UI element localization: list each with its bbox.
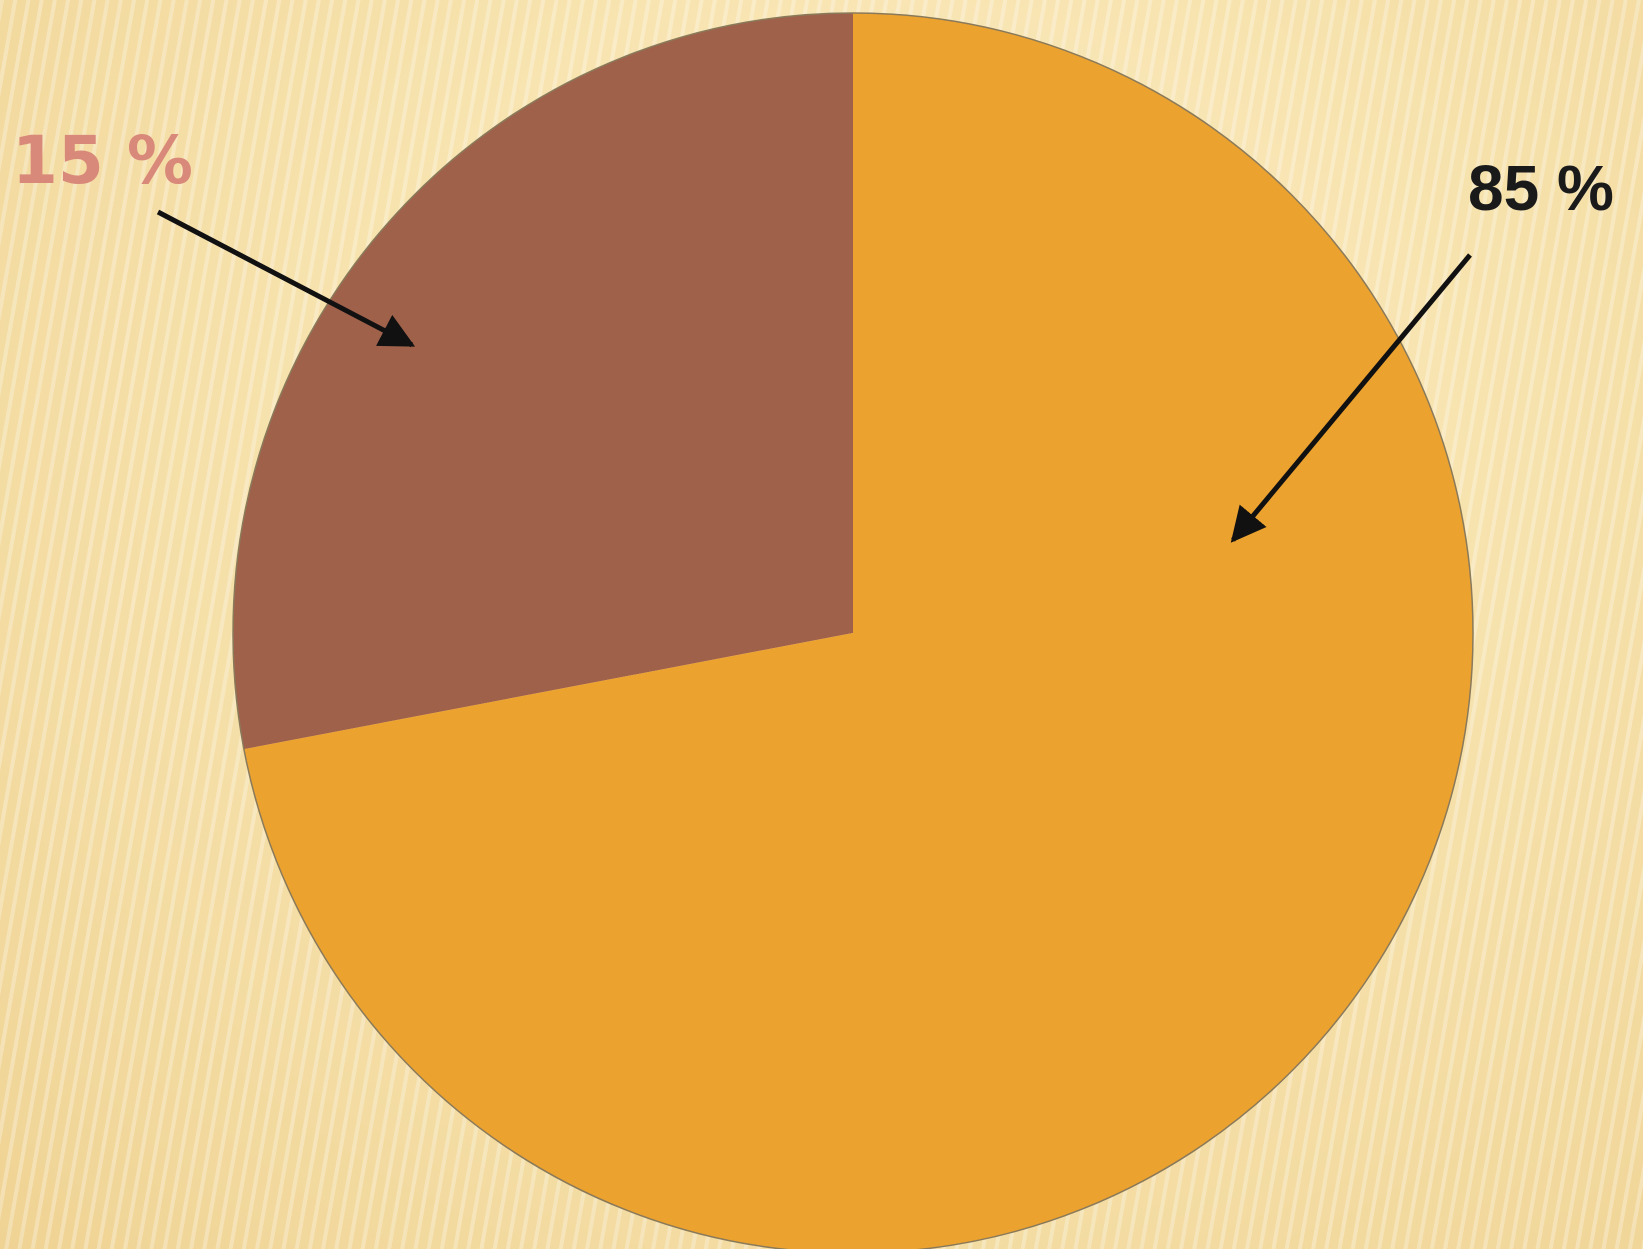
slice-label-15: 15 % (12, 122, 193, 199)
callout-arrow-15 (156, 209, 416, 348)
pie-outline (232, 12, 1474, 1249)
pie-slice-1 (232, 13, 853, 750)
slice-label-85: 85 % (1468, 152, 1614, 224)
callout-arrow-85 (1230, 253, 1472, 543)
pie-slices (232, 13, 1473, 1249)
pie-slice-2 (243, 13, 1473, 1249)
